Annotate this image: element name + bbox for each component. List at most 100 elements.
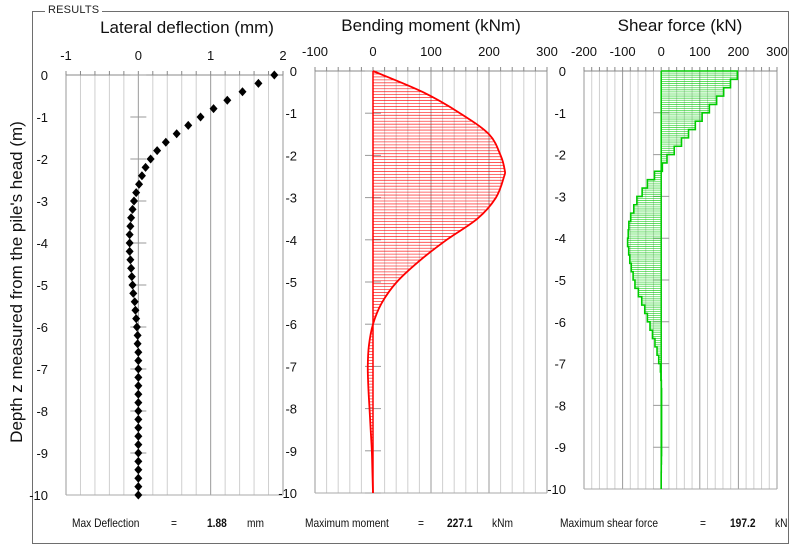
y-tick-label: -4 — [554, 231, 566, 246]
y-tick-label: -5 — [554, 273, 566, 288]
data-point — [254, 78, 263, 88]
y-tick-label: -1 — [36, 110, 48, 125]
data-point — [134, 364, 143, 374]
y-tick-label: -4 — [36, 236, 48, 251]
data-point — [127, 272, 136, 282]
y-tick-label: -10 — [278, 486, 297, 501]
y-tick-label: -5 — [285, 275, 297, 290]
data-point — [134, 490, 143, 500]
y-tick-label: -2 — [285, 148, 297, 163]
y-tick-label: -4 — [285, 233, 297, 248]
results-legend: RESULTS — [45, 4, 103, 16]
x-tick-label: 0 — [658, 44, 665, 59]
y-tick-label: -10 — [29, 488, 48, 503]
y-tick-label: -10 — [547, 482, 566, 497]
x-tick-label: 300 — [536, 44, 558, 59]
data-point — [128, 204, 137, 214]
data-point — [133, 339, 142, 349]
x-tick-label: 0 — [135, 48, 142, 63]
chart-title: Lateral deflection (mm) — [100, 18, 274, 37]
y-tick-label: -7 — [285, 359, 297, 374]
y-tick-label: -8 — [285, 402, 297, 417]
x-tick-label: -200 — [571, 44, 597, 59]
data-point — [209, 104, 218, 114]
max-deflection-label: Max Deflection — [72, 516, 140, 530]
y-axis-label: Depth z measured from the pile's head (m… — [7, 121, 26, 443]
data-point — [134, 431, 143, 441]
data-point — [134, 456, 143, 466]
data-point — [125, 246, 134, 256]
y-tick-label: -6 — [285, 317, 297, 332]
y-tick-label: -1 — [554, 106, 566, 121]
x-tick-label: -100 — [302, 44, 328, 59]
max-moment-value: 227.1 — [447, 516, 473, 530]
max-shear-eq: = — [700, 516, 706, 530]
data-point — [125, 238, 134, 248]
max-shear-unit: kN — [775, 516, 788, 530]
data-point — [134, 406, 143, 416]
y-tick-label: 0 — [41, 68, 48, 83]
data-point — [146, 154, 155, 164]
data-point — [125, 230, 134, 240]
max-deflection-unit: mm — [247, 516, 264, 530]
data-point — [132, 322, 141, 332]
y-tick-label: 0 — [559, 64, 566, 79]
data-point — [137, 171, 146, 181]
y-tick-label: -9 — [554, 440, 566, 455]
data-point — [132, 314, 141, 324]
y-tick-label: -3 — [36, 194, 48, 209]
max-moment-eq: = — [418, 516, 424, 530]
y-tick-label: -8 — [554, 398, 566, 413]
data-point — [161, 137, 170, 147]
x-tick-label: 100 — [689, 44, 711, 59]
data-point — [126, 255, 135, 265]
y-tick-label: -5 — [36, 278, 48, 293]
data-point — [131, 305, 140, 315]
max-shear-label: Maximum shear force — [560, 516, 659, 530]
chart-shear: 0 -1 -2 -3 -4 -5 -6 -7 -8 -9 -10 -200 -100 0 100 200 300… — [547, 16, 788, 497]
max-deflection-eq: = — [171, 516, 177, 530]
x-tick-label: 1 — [207, 48, 214, 63]
data-point — [134, 414, 143, 424]
x-tick-label: 2 — [279, 48, 286, 63]
x-tick-label: -100 — [610, 44, 636, 59]
data-point — [135, 179, 144, 189]
chart-title: Shear force (kN) — [618, 16, 743, 35]
data-point — [134, 482, 143, 492]
chart-title: Bending moment (kNm) — [341, 16, 521, 35]
data-point — [128, 280, 137, 290]
data-point — [134, 473, 143, 483]
data-point — [134, 356, 143, 366]
results-panel — [32, 11, 789, 544]
data-point — [129, 196, 138, 206]
data-point — [134, 372, 143, 382]
x-tick-label: 0 — [369, 44, 376, 59]
y-tick-label: -9 — [36, 446, 48, 461]
moment-curve — [366, 70, 507, 494]
data-point — [223, 95, 232, 105]
y-tick-label: 0 — [290, 64, 297, 79]
y-tick-label: -3 — [285, 191, 297, 206]
data-point — [134, 347, 143, 357]
max-moment-unit: kNm — [492, 516, 513, 530]
data-point — [238, 87, 247, 97]
y-tick-label: -1 — [285, 106, 297, 121]
x-tick-label: 200 — [728, 44, 750, 59]
y-tick-label: -8 — [36, 404, 48, 419]
y-tick-label: -7 — [554, 357, 566, 372]
x-tick-label: -1 — [60, 48, 72, 63]
data-point — [133, 330, 142, 340]
data-point — [127, 213, 136, 223]
max-shear-value: 197.2 — [730, 516, 756, 530]
y-tick-label: -6 — [554, 315, 566, 330]
x-tick-label: 200 — [478, 44, 500, 59]
data-point — [127, 263, 136, 273]
data-point — [172, 129, 181, 139]
data-point — [270, 70, 279, 80]
data-point — [130, 297, 139, 307]
data-point — [153, 146, 162, 156]
data-point — [134, 465, 143, 475]
data-point — [134, 440, 143, 450]
max-moment-label: Maximum moment — [305, 516, 389, 530]
